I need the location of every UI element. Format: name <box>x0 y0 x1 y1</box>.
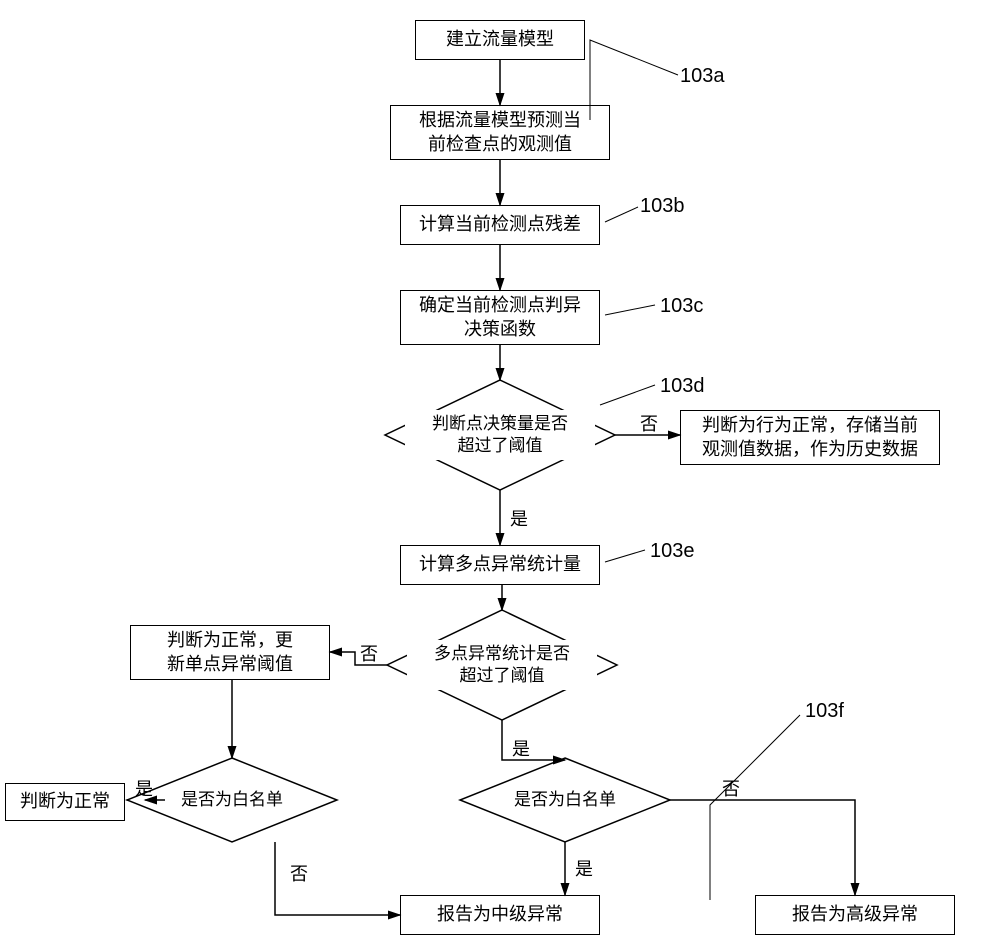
node-text: 判断为行为正常，存储当前观测值数据，作为历史数据 <box>702 414 918 461</box>
node-update-threshold: 判断为正常，更新单点异常阈值 <box>130 625 330 680</box>
node-text: 计算多点异常统计量 <box>419 553 581 576</box>
node-high-anomaly: 报告为高级异常 <box>755 895 955 935</box>
annotation-103e: 103e <box>650 540 695 563</box>
node-text: 判断点决策量是否超过了阈值 <box>432 413 568 457</box>
node-text: 是否为白名单 <box>514 789 616 811</box>
edge-label-yes: 是 <box>575 855 593 881</box>
annotation-103d: 103d <box>660 375 705 398</box>
annotation-103c: 103c <box>660 295 703 318</box>
node-text: 计算当前检测点残差 <box>419 213 581 236</box>
edge-label-yes: 是 <box>512 735 530 761</box>
node-build-model: 建立流量模型 <box>415 20 585 60</box>
decision-threshold: 判断点决策量是否超过了阈值 <box>405 410 595 460</box>
node-residual: 计算当前检测点残差 <box>400 205 600 245</box>
decision-whitelist-right: 是否为白名单 <box>495 788 635 812</box>
edge-label-yes: 是 <box>135 775 153 801</box>
annotation-103b: 103b <box>640 195 685 218</box>
node-text: 多点异常统计是否超过了阈值 <box>434 643 570 687</box>
node-text: 是否为白名单 <box>181 789 283 811</box>
node-normal-store: 判断为行为正常，存储当前观测值数据，作为历史数据 <box>680 410 940 465</box>
node-multi-stat: 计算多点异常统计量 <box>400 545 600 585</box>
node-normal: 判断为正常 <box>5 783 125 821</box>
annotation-103a: 103a <box>680 65 725 88</box>
node-text: 判断为正常 <box>20 790 110 813</box>
node-text: 建立流量模型 <box>446 28 554 51</box>
decision-whitelist-left: 是否为白名单 <box>162 788 302 812</box>
edge-label-no: 否 <box>290 860 308 886</box>
node-text: 报告为高级异常 <box>792 903 918 926</box>
node-decision-fn: 确定当前检测点判异决策函数 <box>400 290 600 345</box>
node-text: 确定当前检测点判异决策函数 <box>419 294 581 341</box>
edge-label-yes: 是 <box>510 505 528 531</box>
node-mid-anomaly: 报告为中级异常 <box>400 895 600 935</box>
edge-label-no: 否 <box>360 640 378 666</box>
node-predict: 根据流量模型预测当前检查点的观测值 <box>390 105 610 160</box>
node-text: 判断为正常，更新单点异常阈值 <box>167 629 293 676</box>
edge-label-no: 否 <box>640 410 658 436</box>
edge-label-no: 否 <box>722 775 740 801</box>
node-text: 根据流量模型预测当前检查点的观测值 <box>419 109 581 156</box>
annotation-103f: 103f <box>805 700 844 723</box>
decision-multi: 多点异常统计是否超过了阈值 <box>407 640 597 690</box>
node-text: 报告为中级异常 <box>437 903 563 926</box>
